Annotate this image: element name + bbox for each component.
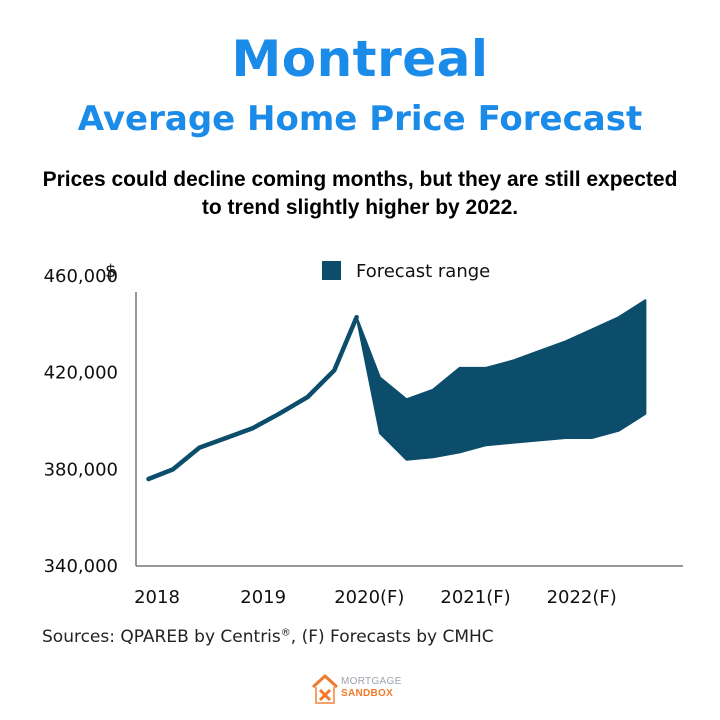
y-tick-label: 460,000 bbox=[44, 266, 118, 287]
legend-label: Forecast range bbox=[356, 261, 490, 282]
house-logo-icon bbox=[311, 674, 339, 704]
x-axis-ticks: 2018 2019 2020(F) 2021(F) 2022(F) bbox=[134, 587, 617, 608]
mortgage-sandbox-logo: MORTGAGE SANDBOX bbox=[311, 672, 421, 708]
x-tick-label: 2019 bbox=[240, 587, 286, 608]
logo-text-bottom: SANDBOX bbox=[341, 688, 394, 699]
series-layer bbox=[146, 299, 647, 482]
x-tick-label: 2020(F) bbox=[334, 587, 404, 608]
y-axis-ticks: 340,000 380,000 420,000 460,000 bbox=[44, 266, 118, 577]
historical-price-line bbox=[146, 314, 359, 482]
registered-mark: ® bbox=[280, 627, 291, 639]
chart-description: Prices could decline coming months, but … bbox=[42, 168, 678, 219]
x-tick-label: 2018 bbox=[134, 587, 180, 608]
legend: Forecast range bbox=[322, 261, 490, 282]
x-tick-label: 2022(F) bbox=[547, 587, 617, 608]
y-tick-label: 420,000 bbox=[44, 363, 118, 384]
y-tick-label: 340,000 bbox=[44, 556, 118, 577]
source-note: Sources: QPAREB by Centris®, (F) Forecas… bbox=[42, 627, 494, 647]
forecast-range-area bbox=[355, 299, 647, 461]
legend-swatch bbox=[322, 261, 341, 280]
y-axis-label: $ bbox=[105, 261, 116, 282]
logo-text-top: MORTGAGE bbox=[341, 676, 402, 687]
x-tick-label: 2021(F) bbox=[440, 587, 510, 608]
source-main: Sources: QPAREB by Centris bbox=[42, 627, 281, 647]
chart-subtitle: Average Home Price Forecast bbox=[77, 99, 643, 139]
source-tail: , (F) Forecasts by CMHC bbox=[290, 627, 494, 647]
y-tick-label: 380,000 bbox=[44, 459, 118, 480]
chart-title: Montreal bbox=[231, 30, 489, 88]
